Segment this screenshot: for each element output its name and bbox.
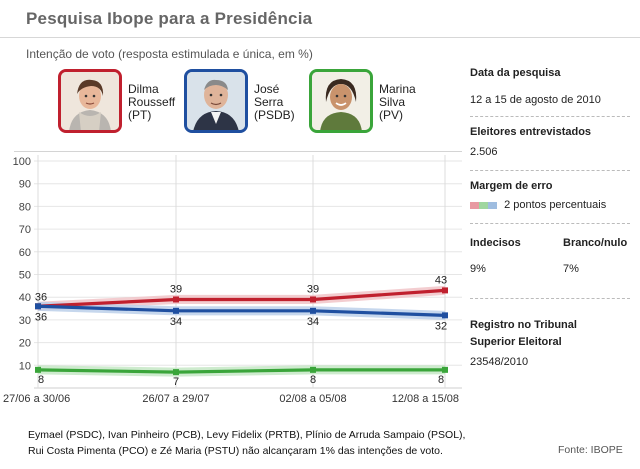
undecided-label: Indecisos	[470, 237, 521, 249]
y-tick-label: 100	[13, 156, 31, 168]
sidebar-divider	[470, 170, 630, 171]
blank-null-value: 7%	[563, 263, 579, 275]
data-label: 43	[435, 274, 447, 286]
margin-legend: 2 pontos percentuais	[470, 199, 606, 211]
marina-last-name: Silva	[379, 95, 406, 109]
sidebar-divider	[470, 223, 630, 224]
dilma-last-name: Rousseff	[128, 95, 176, 109]
error-swatch-red	[470, 201, 479, 209]
y-tick-label: 70	[19, 224, 31, 236]
y-tick-label: 20	[19, 338, 31, 350]
series-line	[37, 304, 446, 317]
x-tick-label: 12/08 a 15/08	[392, 393, 459, 405]
data-point	[442, 287, 448, 294]
title-divider	[0, 37, 640, 38]
x-tick-label: 02/08 a 05/08	[279, 393, 346, 405]
serra-label: José Serra (PSDB)	[254, 83, 295, 122]
data-label: 7	[173, 376, 179, 388]
chart-subtitle: Intenção de voto (resposta estimulada e …	[26, 47, 313, 61]
serra-photo	[184, 69, 248, 133]
error-swatch-blue	[488, 201, 497, 209]
data-label: 8	[310, 374, 316, 386]
marina-photo	[309, 69, 373, 133]
data-point	[310, 296, 316, 303]
chart-svg: 10 20 30 40 50 60 70 80 90 100 27/06 a 30/06 26/07 …	[3, 151, 462, 405]
data-point	[173, 369, 179, 376]
sidebar-divider	[470, 116, 630, 117]
y-tick-label: 30	[19, 315, 31, 327]
error-swatch-green	[479, 201, 488, 209]
sidebar-divider	[470, 298, 630, 299]
footnote-line-2: Rui Costa Pimenta (PCO) e Zé Maria (PSTU…	[28, 445, 443, 457]
person-photo-icon	[61, 72, 119, 130]
y-tick-label: 60	[19, 247, 31, 259]
data-point	[35, 366, 41, 373]
data-label: 39	[170, 283, 182, 295]
registry-label: Registro no Tribunal Superior Eleitoral	[470, 319, 577, 348]
data-point	[310, 307, 316, 314]
data-label: 36	[35, 291, 47, 303]
y-tick-label: 90	[19, 179, 31, 191]
x-tick-label: 27/06 a 30/06	[3, 393, 70, 405]
registry-value: 23548/2010	[470, 356, 529, 368]
dilma-photo	[58, 69, 122, 133]
data-label: 8	[438, 374, 444, 386]
source-credit: Fonte: IBOPE	[558, 444, 623, 456]
data-label: 36	[35, 311, 47, 323]
voters-value: 2.506	[470, 146, 498, 158]
data-point	[173, 296, 179, 303]
voters-label: Eleitores entrevistados	[470, 126, 592, 138]
blank-null-label: Branco/nulo	[563, 237, 628, 249]
survey-date-value: 12 a 15 de agosto de 2010	[470, 94, 601, 106]
person-photo-icon	[187, 72, 245, 130]
data-point	[173, 307, 179, 314]
dilma-first-name: Dilma	[128, 82, 159, 96]
serra-first-name: José	[254, 82, 280, 96]
data-label: 34	[307, 316, 319, 328]
footnote-line-1: Eymael (PSDC), Ivan Pinheiro (PCB), Levy…	[28, 429, 466, 441]
margin-value: 2 pontos percentuais	[504, 199, 607, 211]
line-chart: 10 20 30 40 50 60 70 80 90 100 27/06 a 30/06 26/07 …	[0, 150, 462, 416]
page-title: Pesquisa Ibope para a Presidência	[26, 9, 313, 28]
marina-label: Marina Silva (PV)	[379, 83, 416, 122]
x-tick-label: 26/07 a 29/07	[142, 393, 209, 405]
data-label: 32	[435, 320, 447, 332]
data-point	[310, 366, 316, 373]
series-line	[37, 368, 445, 374]
serra-last-name: Serra	[254, 95, 284, 109]
series-line	[37, 288, 446, 308]
y-tick-label: 10	[19, 360, 31, 372]
survey-date-label: Data da pesquisa	[470, 67, 561, 79]
data-label: 39	[307, 283, 319, 295]
margin-label: Margem de erro	[470, 180, 553, 192]
y-tick-label: 40	[19, 292, 31, 304]
dilma-label: Dilma Rousseff (PT)	[128, 83, 175, 122]
footnote: Eymael (PSDC), Ivan Pinheiro (PCB), Levy…	[28, 427, 465, 459]
data-label: 8	[38, 374, 44, 386]
dilma-party: (PT)	[128, 108, 152, 122]
serra-party: (PSDB)	[254, 108, 295, 122]
y-tick-label: 50	[19, 270, 31, 282]
data-point	[442, 312, 448, 319]
person-photo-icon	[312, 72, 370, 130]
undecided-value: 9%	[470, 263, 486, 275]
marina-party: (PV)	[379, 108, 403, 122]
data-point	[442, 366, 448, 373]
y-tick-label: 80	[19, 201, 31, 213]
data-label: 34	[170, 316, 182, 328]
marina-first-name: Marina	[379, 82, 416, 96]
data-point	[35, 303, 41, 310]
